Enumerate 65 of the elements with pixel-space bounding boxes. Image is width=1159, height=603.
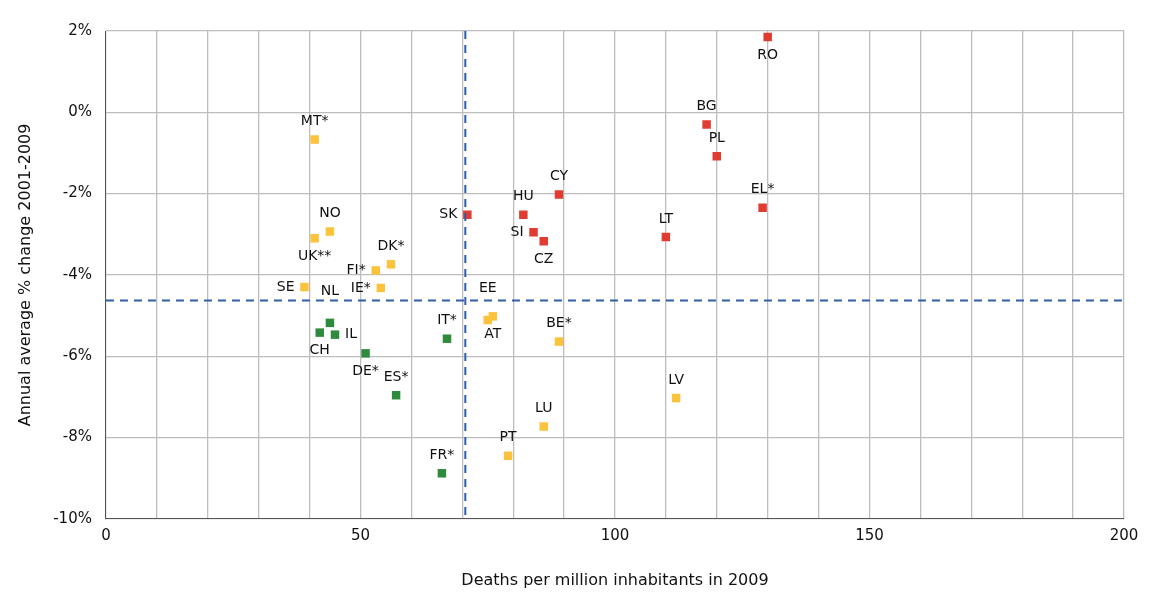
- x-tick-label: 0: [101, 525, 111, 544]
- y-tick-label: -4%: [62, 264, 92, 283]
- point: [386, 260, 396, 269]
- y-tick-label: -6%: [62, 346, 92, 365]
- annotation: DE*: [352, 362, 379, 378]
- y-tick-label: -2%: [62, 183, 92, 202]
- y-tick-label: 0%: [68, 102, 92, 121]
- annotation: FI*: [346, 261, 366, 278]
- point: [519, 210, 528, 219]
- point: [330, 330, 340, 339]
- x-tick-label: 200: [1109, 525, 1139, 544]
- point: [442, 334, 452, 343]
- annotation: SI: [510, 222, 524, 239]
- annotation: CY: [549, 167, 569, 184]
- annotation: RO: [757, 45, 779, 62]
- annotation: MT*: [300, 112, 329, 129]
- point: [554, 337, 564, 346]
- point: [325, 227, 335, 236]
- point: [315, 328, 324, 337]
- x-tick-label: 100: [600, 525, 630, 544]
- annotation: EL*: [750, 180, 775, 197]
- annotation: SK: [439, 205, 459, 222]
- annotation: LT: [658, 209, 674, 226]
- point: [300, 282, 309, 292]
- point: [361, 349, 370, 358]
- point: [758, 203, 767, 213]
- annotation: BE*: [546, 314, 572, 331]
- point: [483, 315, 492, 325]
- annotation: HU: [512, 187, 534, 204]
- annotation: CZ: [534, 249, 554, 266]
- annotation: PL: [708, 128, 726, 145]
- point: [763, 32, 772, 42]
- annotation: ES*: [383, 367, 409, 384]
- annotation: DK*: [377, 236, 405, 253]
- annotation: EE: [478, 278, 497, 295]
- y-tick-label: -10%: [53, 508, 92, 527]
- point: [554, 190, 564, 199]
- y-axis-title: Annual average % change 2001-2009: [14, 123, 34, 427]
- annotation: IT*: [437, 311, 457, 328]
- annotation: PT: [499, 428, 518, 445]
- annotation: BG: [696, 97, 717, 114]
- annotation: FR*: [429, 445, 455, 462]
- annotation: NL: [320, 281, 340, 298]
- point: [539, 236, 548, 246]
- point: [437, 469, 447, 478]
- annotation: LV: [668, 370, 685, 387]
- point: [310, 234, 319, 243]
- y-tick-label: -8%: [62, 427, 92, 446]
- x-axis-title: Deaths per million inhabitants in 2009: [461, 569, 769, 589]
- y-tick-label: 2%: [68, 20, 92, 39]
- point: [539, 422, 548, 431]
- x-tick-label: 50: [350, 525, 371, 544]
- point: [702, 120, 711, 129]
- point: [371, 266, 380, 275]
- annotation: AT: [484, 325, 502, 341]
- annotation: CH: [309, 341, 330, 358]
- point: [529, 227, 538, 237]
- annotation: UK**: [297, 246, 332, 263]
- x-tick-label: 150: [855, 525, 884, 544]
- annotation: IE*: [350, 278, 371, 295]
- point: [310, 135, 319, 144]
- annotation: IL: [345, 325, 358, 342]
- annotation: SE: [276, 277, 295, 294]
- annotation: LU: [535, 399, 553, 416]
- annotation: NO: [319, 204, 341, 221]
